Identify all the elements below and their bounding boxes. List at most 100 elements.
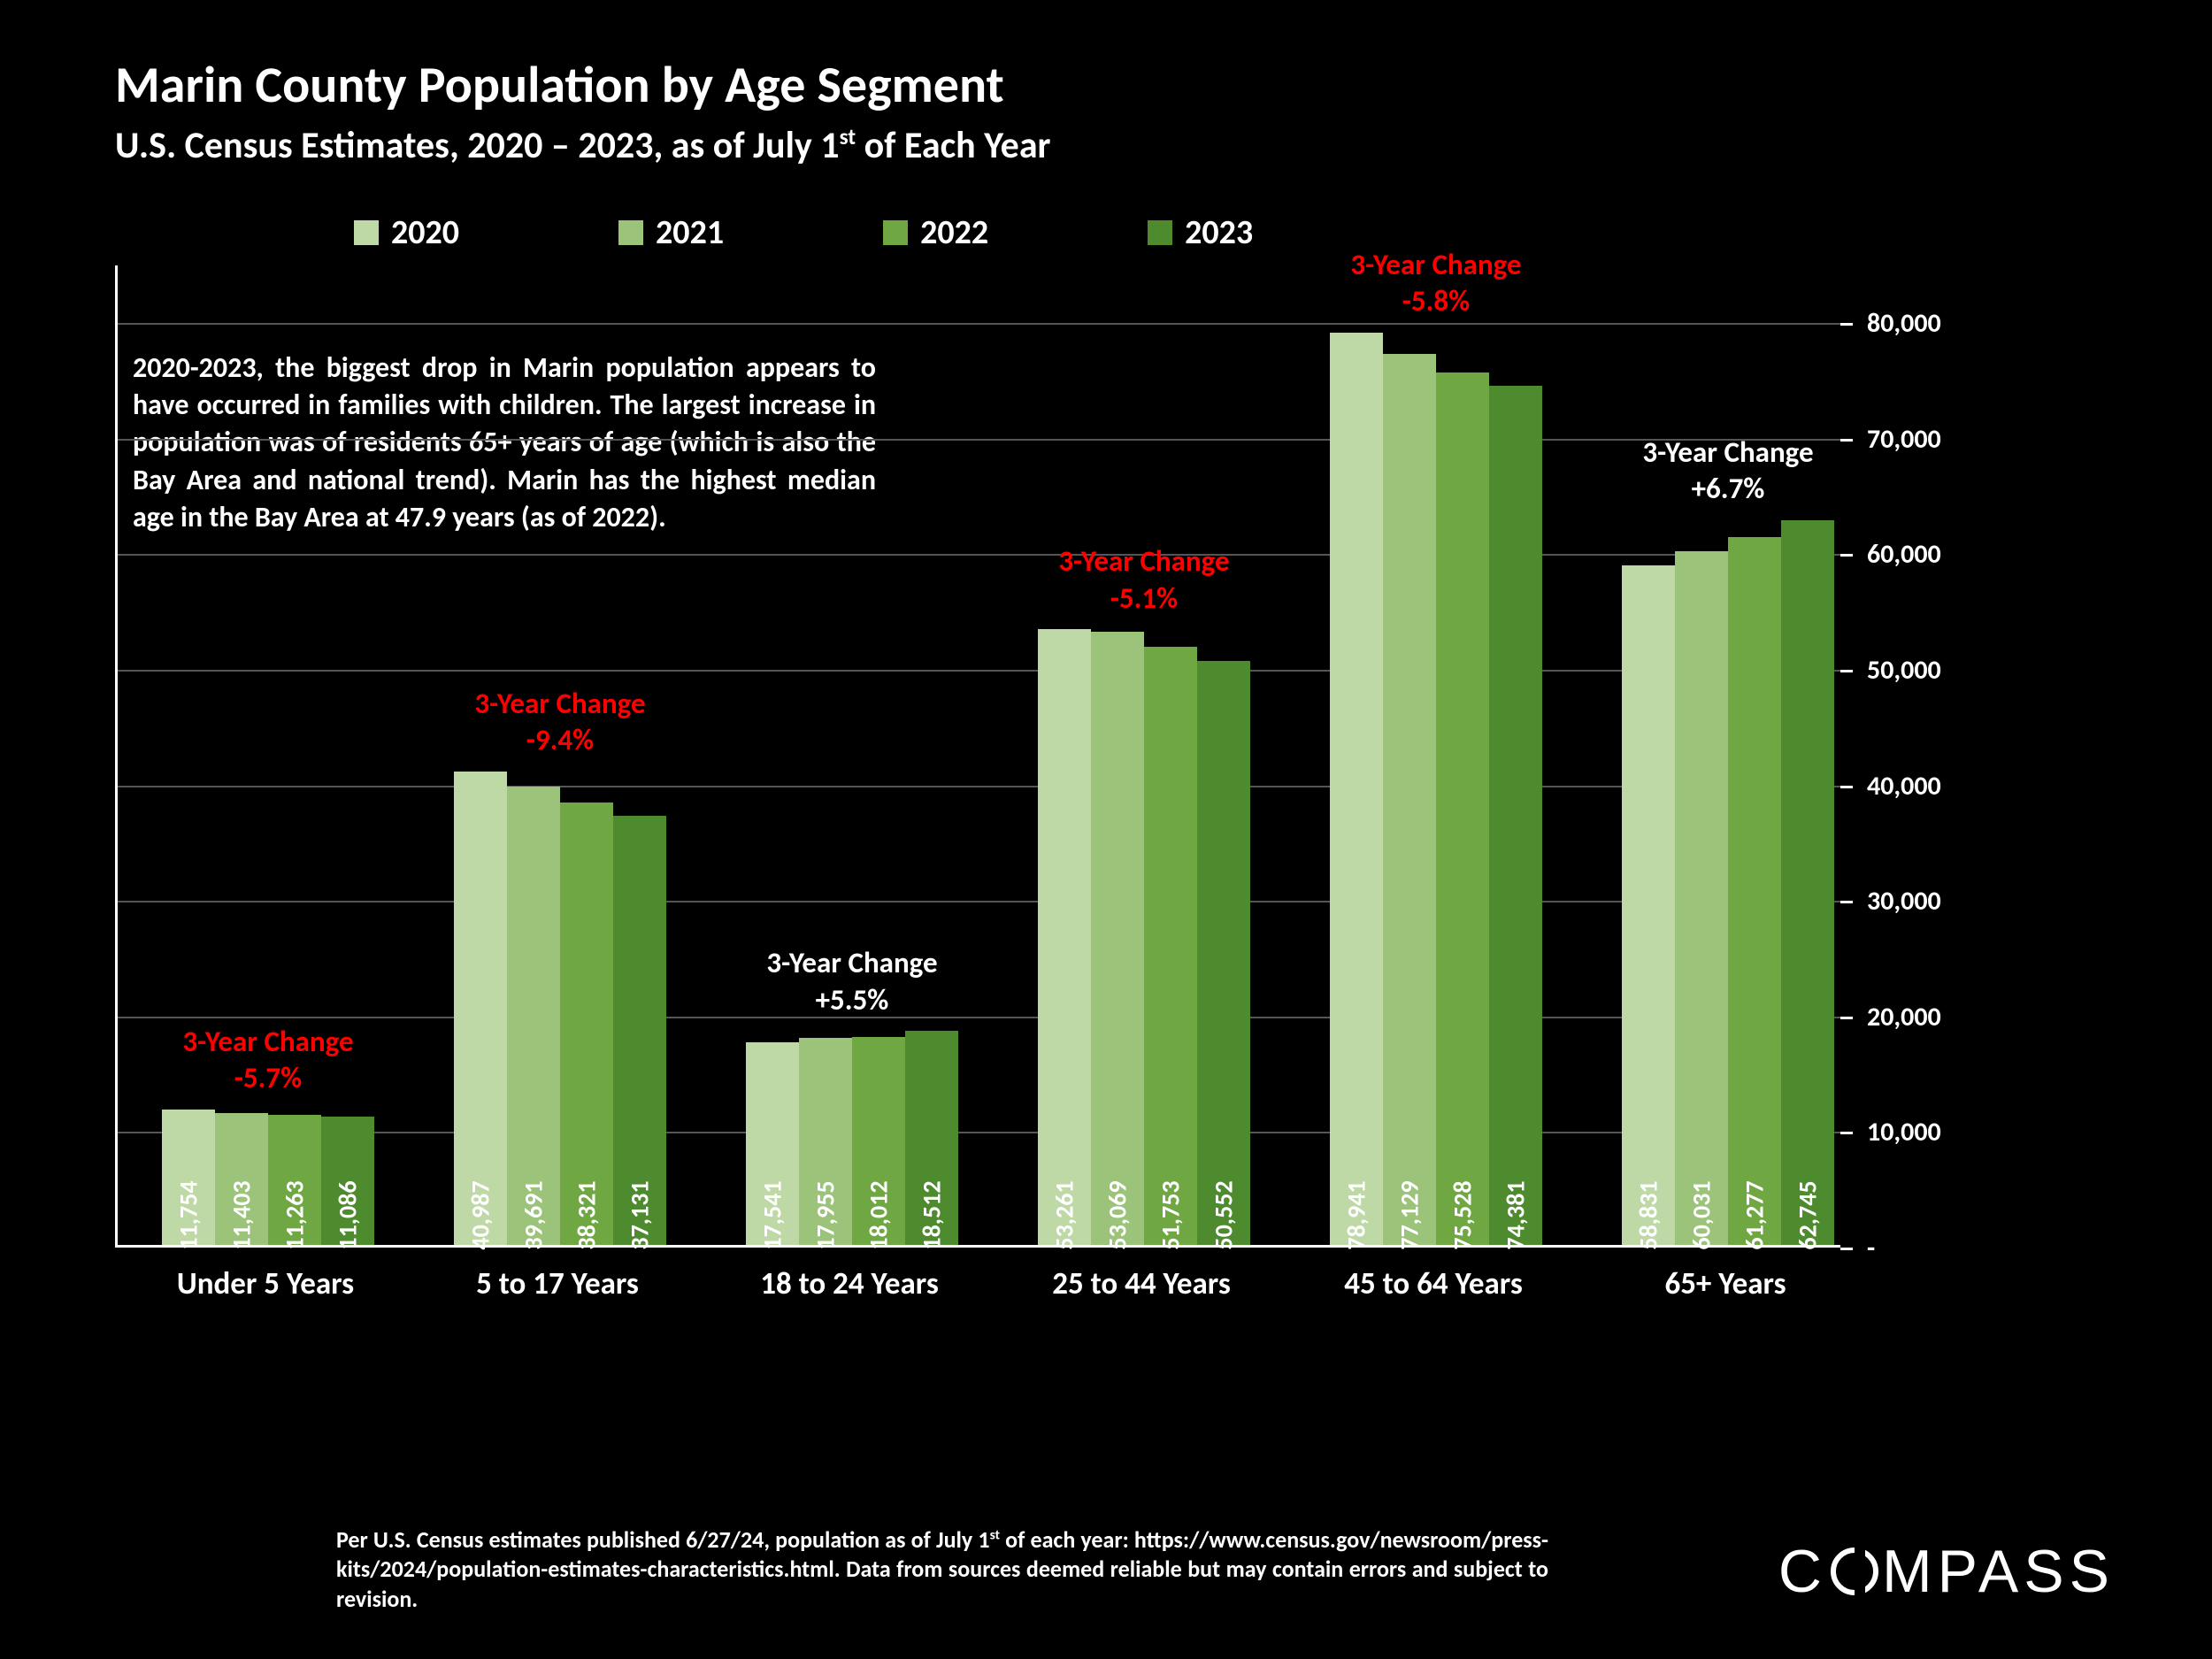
- bar: 38,321: [560, 803, 613, 1245]
- bar-value-label: 53,261: [1049, 1180, 1080, 1249]
- legend: 2020 2021 2022 2023: [354, 212, 2115, 253]
- logo-o-icon: [1831, 1548, 1878, 1595]
- bar: 53,261: [1038, 629, 1091, 1245]
- bar: 62,745: [1781, 520, 1834, 1245]
- bar-value-label: 11,263: [280, 1180, 311, 1249]
- category-label: 45 to 64 Years: [1301, 1265, 1566, 1302]
- bar: 50,552: [1197, 661, 1250, 1245]
- bar-value-label: 11,754: [173, 1180, 204, 1249]
- legend-item: 2020: [354, 212, 459, 253]
- bar-value-label: 58,831: [1633, 1180, 1664, 1249]
- ytick-mark: [1840, 439, 1853, 442]
- category-label: 65+ Years: [1593, 1265, 1858, 1302]
- bar: 17,541: [746, 1042, 799, 1245]
- gridline: [118, 554, 1843, 556]
- bar: 37,131: [613, 816, 666, 1245]
- bar: 77,129: [1383, 354, 1436, 1245]
- change-label: 3-Year Change-5.1%: [1002, 543, 1286, 617]
- change-label: 3-Year Change-5.7%: [127, 1024, 410, 1097]
- bar-value-label: 17,955: [810, 1180, 841, 1249]
- bar-value-label: 17,541: [757, 1180, 788, 1249]
- bar: 18,512: [905, 1031, 958, 1245]
- ytick-mark: [1840, 901, 1853, 903]
- bar: 58,831: [1622, 565, 1675, 1245]
- y-tick-label: 40,000: [1867, 770, 2044, 803]
- y-tick-label: 50,000: [1867, 654, 2044, 687]
- bar-value-label: 53,069: [1102, 1180, 1133, 1249]
- bar: 61,277: [1728, 537, 1781, 1245]
- gridline: [118, 786, 1843, 787]
- bar-value-label: 51,753: [1156, 1180, 1187, 1249]
- ytick-mark: [1840, 554, 1853, 557]
- category-label: 25 to 44 Years: [1009, 1265, 1274, 1302]
- gridline: [118, 1132, 1843, 1133]
- ytick-mark: [1840, 1017, 1853, 1019]
- legend-label: 2023: [1185, 212, 1253, 253]
- bar: 11,403: [215, 1113, 268, 1245]
- bar-value-label: 61,277: [1740, 1180, 1770, 1249]
- legend-swatch: [1148, 220, 1172, 245]
- y-tick-label: -: [1867, 1232, 2044, 1264]
- legend-item: 2023: [1148, 212, 1253, 253]
- legend-swatch: [354, 220, 379, 245]
- legend-label: 2022: [920, 212, 988, 253]
- gridline: [118, 901, 1843, 902]
- logo-post: MPASS: [1882, 1537, 2115, 1606]
- legend-swatch: [883, 220, 908, 245]
- bar: 78,941: [1330, 333, 1383, 1245]
- chart: 11,75411,40311,26311,0863-Year Change-5.…: [115, 265, 2106, 1354]
- change-label: 3-Year Change-9.4%: [419, 686, 702, 759]
- bar-value-label: 18,512: [917, 1180, 948, 1249]
- legend-item: 2021: [618, 212, 724, 253]
- bar: 11,754: [162, 1110, 215, 1245]
- gridline: [118, 439, 1843, 441]
- bar-value-label: 75,528: [1448, 1180, 1479, 1249]
- bar: 51,753: [1144, 647, 1197, 1245]
- bar-value-label: 18,012: [864, 1180, 895, 1249]
- category-label: 5 to 17 Years: [425, 1265, 690, 1302]
- footnote-pre: Per U.S. Census estimates published 6/27…: [336, 1525, 990, 1554]
- y-tick-label: 10,000: [1867, 1116, 2044, 1148]
- bar: 74,381: [1489, 386, 1542, 1245]
- subtitle-sup: st: [840, 123, 856, 150]
- bar: 18,012: [852, 1037, 905, 1245]
- bar-value-label: 74,381: [1501, 1180, 1532, 1249]
- y-tick-label: 30,000: [1867, 885, 2044, 918]
- bar-value-label: 40,987: [465, 1180, 496, 1249]
- ytick-mark: [1840, 670, 1853, 672]
- bar: 11,263: [268, 1115, 321, 1245]
- bar-value-label: 77,129: [1394, 1180, 1425, 1249]
- subtitle-pre: U.S. Census Estimates, 2020 – 2023, as o…: [115, 123, 840, 168]
- slide: Marin County Population by Age Segment U…: [0, 0, 2212, 1659]
- legend-label: 2021: [656, 212, 724, 253]
- ytick-mark: [1840, 323, 1853, 326]
- chart-title: Marin County Population by Age Segment: [115, 53, 2115, 116]
- ytick-mark: [1840, 1132, 1853, 1134]
- bar: 39,691: [507, 787, 560, 1245]
- change-label: 3-Year Change+5.5%: [710, 945, 994, 1018]
- bar-value-label: 50,552: [1209, 1180, 1240, 1249]
- gridline: [118, 670, 1843, 672]
- change-label: 3-Year Change-5.8%: [1294, 247, 1578, 320]
- plot-area: 11,75411,40311,26311,0863-Year Change-5.…: [115, 265, 1840, 1248]
- logo-pre: C: [1778, 1537, 1827, 1606]
- y-tick-label: 20,000: [1867, 1001, 2044, 1033]
- compass-logo: C MPASS: [1778, 1537, 2115, 1606]
- legend-label: 2020: [391, 212, 459, 253]
- subtitle-post: of Each Year: [856, 123, 1050, 168]
- bar-value-label: 38,321: [572, 1180, 603, 1249]
- category-label: 18 to 24 Years: [717, 1265, 982, 1302]
- legend-item: 2022: [883, 212, 988, 253]
- bar: 75,528: [1436, 373, 1489, 1245]
- bar-value-label: 11,086: [333, 1180, 364, 1249]
- y-tick-label: 60,000: [1867, 538, 2044, 571]
- bar: 17,955: [799, 1038, 852, 1245]
- bar-value-label: 78,941: [1341, 1180, 1372, 1249]
- bar-value-label: 37,131: [625, 1180, 656, 1249]
- bar: 53,069: [1091, 632, 1144, 1245]
- change-label: 3-Year Change+6.7%: [1586, 434, 1870, 508]
- gridline: [118, 323, 1843, 325]
- bar: 60,031: [1675, 551, 1728, 1245]
- footnote-sup: st: [990, 1526, 1000, 1543]
- bar: 11,086: [321, 1117, 374, 1245]
